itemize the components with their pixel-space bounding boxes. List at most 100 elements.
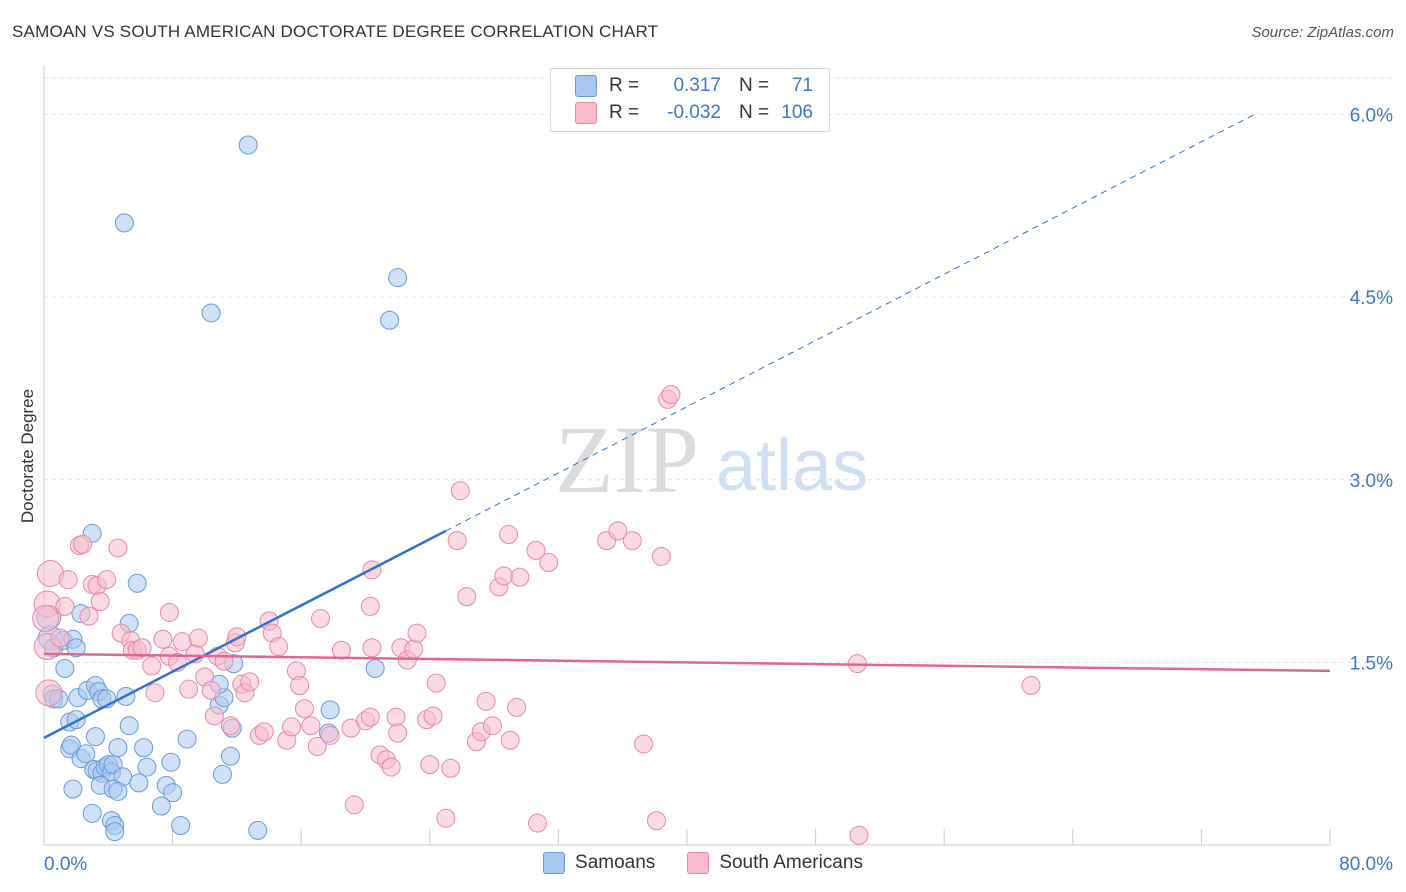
south-americans-point xyxy=(407,623,427,643)
south-americans-point xyxy=(528,813,548,833)
watermark-atlas: atlas xyxy=(716,426,868,506)
watermark-zip: ZIP xyxy=(555,406,699,513)
south-americans-point xyxy=(510,567,530,587)
samoans-point xyxy=(137,757,157,777)
chart-title: SAMOAN VS SOUTH AMERICAN DOCTORATE DEGRE… xyxy=(12,22,659,41)
samoans-point xyxy=(320,700,340,720)
south-americans-point xyxy=(482,716,502,736)
samoans-point xyxy=(61,735,81,755)
south-americans-point xyxy=(220,716,240,736)
south-americans-point xyxy=(436,808,456,828)
y-tick-label: 4.5% xyxy=(1350,288,1393,309)
south-americans-point xyxy=(360,707,380,727)
south-americans-point xyxy=(388,723,408,743)
south-americans-point xyxy=(214,651,234,671)
south-americans-point xyxy=(142,656,162,676)
south-americans-point xyxy=(608,521,628,541)
legend-row-south-americans: R = -0.032 N = 106 xyxy=(575,100,813,126)
south-americans-legend-label: South Americans xyxy=(719,852,863,873)
samoans-legend-label: Samoans xyxy=(575,852,656,873)
samoans-point xyxy=(161,752,181,772)
samoans-point xyxy=(201,303,221,323)
south-americans-legend-swatch xyxy=(687,852,710,874)
r-label: R = xyxy=(609,75,640,96)
south-americans-point xyxy=(507,697,527,717)
samoans-point xyxy=(171,816,191,836)
south-americans-point xyxy=(97,570,117,590)
south-americans-point xyxy=(179,679,199,699)
n-label: N = xyxy=(739,102,770,123)
south-americans-point xyxy=(381,757,401,777)
n-value: 106 xyxy=(781,102,813,123)
south-americans-point xyxy=(153,629,173,649)
south-americans-point xyxy=(108,538,128,558)
samoans-point xyxy=(63,779,83,799)
r-value: 0.317 xyxy=(673,75,721,96)
south-americans-point xyxy=(159,602,179,622)
south-americans-point xyxy=(307,736,327,756)
y-tick-label: 1.5% xyxy=(1350,653,1393,674)
south-americans-point xyxy=(240,672,260,692)
south-americans-point xyxy=(420,755,440,775)
south-americans-point xyxy=(849,825,869,845)
source-credit: Source: ZipAtlas.com xyxy=(1251,24,1394,41)
south-americans-point xyxy=(386,707,406,727)
samoans-point xyxy=(85,727,105,747)
samoans-point xyxy=(76,744,96,764)
south-americans-point xyxy=(457,587,477,607)
south-americans-point xyxy=(73,534,93,554)
south-americans-point xyxy=(404,639,424,659)
south-americans-point xyxy=(661,385,681,405)
n-label: N = xyxy=(739,75,770,96)
samoans-point xyxy=(380,310,400,330)
r-label: R = xyxy=(609,102,640,123)
y-tick-label: 6.0% xyxy=(1350,106,1393,127)
n-value: 71 xyxy=(791,75,813,96)
samoans-point xyxy=(212,764,232,784)
south-americans-point xyxy=(423,706,443,726)
south-americans-point xyxy=(634,734,654,754)
south-americans-point xyxy=(90,592,110,612)
south-americans-point xyxy=(290,676,310,696)
south-americans-point xyxy=(320,725,340,745)
samoans-trend-extension xyxy=(445,112,1258,532)
south-americans-point xyxy=(188,628,208,648)
south-americans-point xyxy=(294,699,314,719)
south-americans-point xyxy=(145,683,165,703)
south-americans-point xyxy=(447,531,467,551)
south-americans-point xyxy=(539,553,559,573)
samoans-point xyxy=(82,803,102,823)
samoans-point xyxy=(177,729,197,749)
legend-item-samoans[interactable]: Samoans xyxy=(543,852,655,874)
samoans-point xyxy=(114,213,134,233)
r-value: -0.032 xyxy=(667,102,721,123)
samoans-point xyxy=(119,716,139,736)
y-tick-label: 3.0% xyxy=(1350,471,1393,492)
south-americans-point xyxy=(331,640,351,660)
south-americans-point xyxy=(58,570,78,590)
south-americans-point xyxy=(651,546,671,566)
south-americans-point xyxy=(360,596,380,616)
south-americans-point xyxy=(1021,676,1041,696)
samoans-legend-swatch xyxy=(543,852,566,874)
south-americans-point xyxy=(526,540,546,560)
samoans-point xyxy=(220,746,240,766)
samoans-trend-line xyxy=(43,529,447,739)
south-americans-point xyxy=(132,638,152,658)
south-americans-point xyxy=(499,525,519,545)
samoans-point xyxy=(365,658,385,678)
samoans-point xyxy=(55,658,75,678)
south-americans-point xyxy=(622,531,642,551)
south-americans-point xyxy=(646,811,666,831)
x-tick-label-max: 80.0% xyxy=(1339,854,1393,875)
correlation-legend: R = 0.317 N = 71 R = -0.032 N = 106 xyxy=(550,68,830,132)
south-americans-point xyxy=(344,795,364,815)
legend-item-south-americans[interactable]: South Americans xyxy=(687,852,863,874)
south-americans-point xyxy=(79,606,99,626)
legend-row-samoans: R = 0.317 N = 71 xyxy=(575,73,813,99)
south-americans-swatch xyxy=(575,102,597,124)
south-americans-point xyxy=(204,706,224,726)
south-americans-point xyxy=(50,628,70,648)
south-americans-point xyxy=(55,596,75,616)
south-americans-point xyxy=(362,638,382,658)
